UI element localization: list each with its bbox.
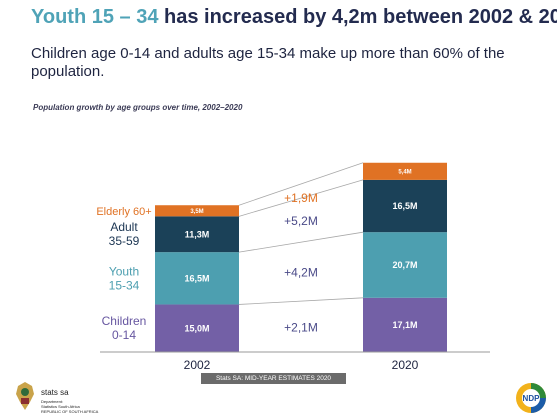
bar-2002-elderly [155, 205, 239, 217]
bar-2020-adult [363, 179, 447, 233]
growth-label: +1,9M [284, 191, 318, 205]
legend-label: Adult [110, 220, 138, 234]
svg-text:NDP: NDP [523, 394, 541, 403]
bar-value-label: 16,5M [392, 201, 417, 211]
bar-2002-youth [155, 252, 239, 305]
legend-label: 35-59 [109, 234, 140, 248]
bar-2002-children [155, 304, 239, 352]
stacked-bar-chart: 15,0M 16,5M 11,3M 3,5M 17,1M 20,7M 16,5M 5,4M 20… [96, 162, 490, 370]
chart-caption: Population growth by age groups over tim… [33, 103, 243, 112]
connector-line [238, 297, 364, 305]
growth-label: +2,1M [284, 321, 318, 335]
org-name: stats sa [41, 388, 69, 397]
bar-value-label: 16,5M [184, 273, 209, 283]
bar-value-label: 5,4M [398, 169, 411, 175]
x-tick-label: 2002 [184, 358, 211, 370]
bar-2020-youth [363, 232, 447, 298]
title-rest: has increased by 4,2m between 2002 & 202… [164, 6, 557, 28]
legend-label: 0-14 [112, 328, 136, 342]
source-bar: Stats SA: MID-YEAR ESTIMATES 2020 [201, 373, 346, 384]
bar-value-label: 17,1M [392, 320, 417, 330]
coat-of-arms-icon [16, 382, 34, 410]
legend-label: Children [102, 314, 147, 328]
page-subtitle: Children age 0-14 and adults age 15-34 m… [31, 45, 505, 80]
ndp-logo-icon: NDP [516, 383, 546, 413]
growth-label: +5,2M [284, 214, 318, 228]
connector-line [238, 162, 364, 206]
bar-value-label: 20,7M [392, 260, 417, 270]
legend-label: 15-34 [109, 278, 140, 292]
bar-value-label: 11,3M [185, 229, 210, 239]
legend-label: Youth [109, 264, 139, 278]
org-subtitle: Department: Statistics South Africa REPU… [41, 399, 99, 414]
growth-label: +4,2M [284, 266, 318, 280]
bar-value-label: 3,5M [190, 209, 203, 215]
bar-2020-children [363, 297, 447, 352]
legend-label: Elderly 60+ [96, 206, 151, 218]
connector-line [238, 179, 364, 217]
bar-2002-adult [155, 216, 239, 253]
bar-2020-elderly [363, 162, 447, 180]
title-highlight: Youth 15 – 34 [31, 6, 159, 28]
connector-line [238, 231, 364, 253]
x-tick-label: 2020 [392, 358, 419, 370]
bar-value-label: 15,0M [184, 323, 209, 333]
page-title: Youth 15 – 34 has increased by 4,2m betw… [31, 6, 557, 29]
